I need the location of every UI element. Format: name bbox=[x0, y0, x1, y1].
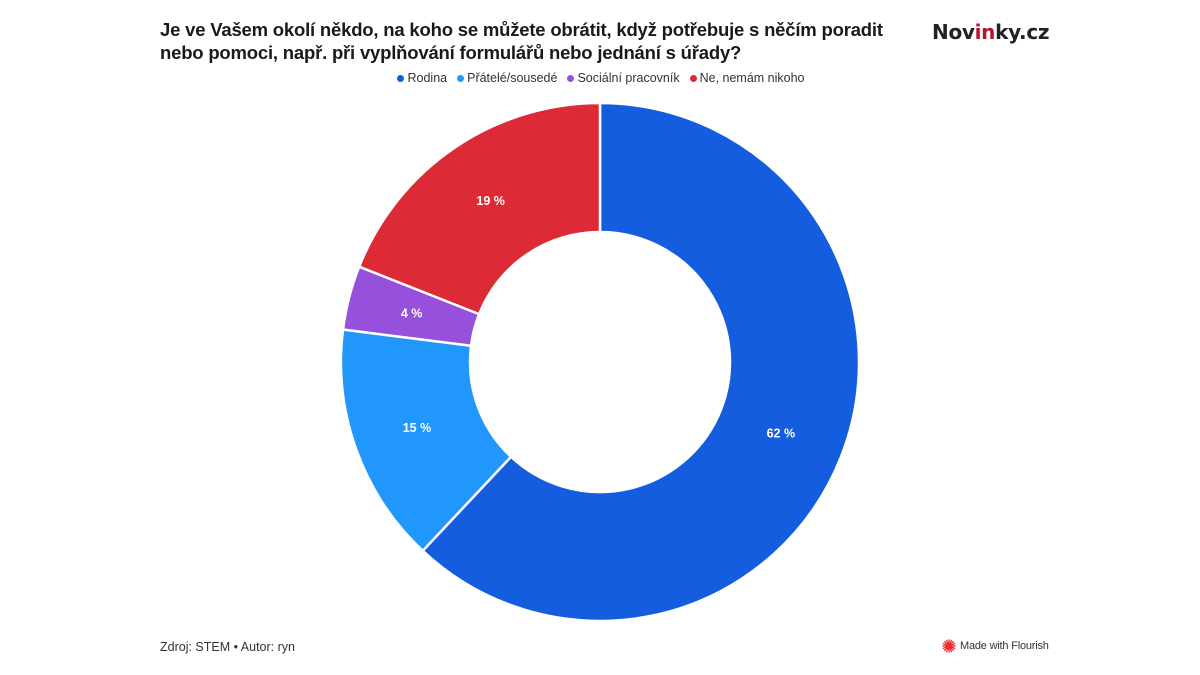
novinky-logo[interactable]: Novinky.cz bbox=[932, 20, 1050, 44]
flourish-label: Made with Flourish bbox=[960, 640, 1049, 652]
slice-value-label: 19 % bbox=[476, 194, 505, 208]
logo-prefix: Nov bbox=[932, 20, 975, 44]
donut-slice-4[interactable] bbox=[357, 101, 602, 316]
legend-dot-icon bbox=[689, 74, 697, 82]
donut-slice-2[interactable] bbox=[339, 328, 513, 553]
made-with-flourish-link[interactable]: Made with Flourish bbox=[942, 639, 1049, 653]
slice-value-label: 15 % bbox=[403, 421, 432, 435]
flourish-burst-icon bbox=[942, 639, 956, 653]
legend-item-nikoho[interactable]: Ne, nemám nikoho bbox=[689, 71, 805, 85]
legend-item-socialni[interactable]: Sociální pracovník bbox=[567, 71, 680, 85]
legend-label: Sociální pracovník bbox=[577, 71, 680, 85]
donut-labels: 62 % 15 % 4 % 19 % bbox=[401, 194, 795, 440]
legend-dot-icon bbox=[397, 74, 405, 82]
chart-title: Je ve Vašem okolí někdo, na koho se může… bbox=[160, 19, 883, 63]
donut-slices bbox=[339, 101, 861, 623]
logo-suffix: ky.cz bbox=[995, 20, 1050, 44]
legend-item-pratele[interactable]: Přátelé/sousedé bbox=[457, 71, 557, 85]
legend-item-rodina[interactable]: Rodina bbox=[397, 71, 447, 85]
legend-label: Ne, nemám nikoho bbox=[699, 71, 805, 85]
donut-slice-1[interactable] bbox=[420, 101, 861, 623]
source-credit: Zdroj: STEM • Autor: ryn bbox=[160, 640, 295, 654]
slice-value-label: 4 % bbox=[401, 307, 423, 321]
legend-dot-icon bbox=[567, 74, 575, 82]
chart-legend: Rodina Přátelé/sousedé Sociální pracovní… bbox=[0, 71, 1200, 85]
logo-accent: in bbox=[974, 20, 996, 44]
slice-value-label: 62 % bbox=[767, 427, 796, 441]
legend-label: Přátelé/sousedé bbox=[467, 71, 558, 85]
legend-dot-icon bbox=[457, 74, 465, 82]
legend-label: Rodina bbox=[407, 71, 448, 85]
